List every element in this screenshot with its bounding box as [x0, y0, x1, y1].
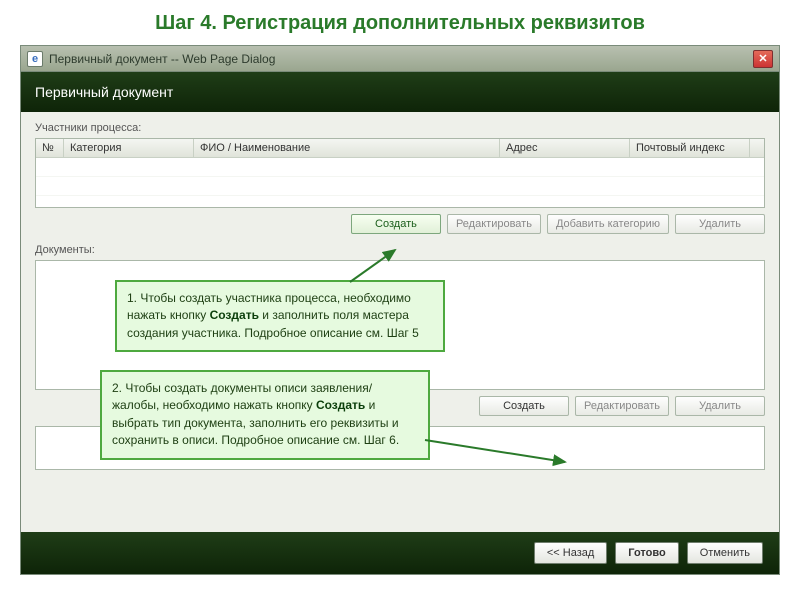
- col-scroll: [750, 139, 764, 157]
- participants-thead: № Категория ФИО / Наименование Адрес Поч…: [36, 139, 764, 158]
- documents-create-button[interactable]: Создать: [479, 396, 569, 416]
- dialog-footer: << Назад Готово Отменить: [21, 532, 779, 574]
- participants-create-button[interactable]: Создать: [351, 214, 441, 234]
- participants-table: № Категория ФИО / Наименование Адрес Поч…: [35, 138, 765, 208]
- cancel-button[interactable]: Отменить: [687, 542, 763, 564]
- col-category[interactable]: Категория: [64, 139, 194, 157]
- titlebar: e Первичный документ -- Web Page Dialog …: [21, 46, 779, 72]
- participants-edit-button: Редактировать: [447, 214, 541, 234]
- back-button[interactable]: << Назад: [534, 542, 607, 564]
- documents-label: Документы:: [35, 244, 765, 256]
- page-title: Шаг 4. Регистрация дополнительных реквиз…: [20, 12, 780, 35]
- callout-1: 1. Чтобы создать участника процесса, нео…: [115, 280, 445, 352]
- callout1-bold: Создать: [210, 308, 259, 322]
- page-root: Шаг 4. Регистрация дополнительных реквиз…: [0, 0, 800, 600]
- participants-empty-rows: [36, 158, 764, 198]
- dialog-header: Первичный документ: [21, 72, 779, 112]
- participants-delete-button: Удалить: [675, 214, 765, 234]
- callout-2: 2. Чтобы создать документы описи заявлен…: [100, 370, 430, 460]
- col-address[interactable]: Адрес: [500, 139, 630, 157]
- documents-edit-button: Редактировать: [575, 396, 669, 416]
- col-fio[interactable]: ФИО / Наименование: [194, 139, 500, 157]
- participants-label: Участники процесса:: [35, 122, 765, 134]
- dialog-header-title: Первичный документ: [35, 84, 173, 100]
- participants-addcat-button: Добавить категорию: [547, 214, 669, 234]
- participants-buttons: Создать Редактировать Добавить категорию…: [35, 214, 765, 234]
- close-icon[interactable]: ✕: [753, 50, 773, 68]
- ie-icon: e: [27, 51, 43, 67]
- col-num[interactable]: №: [36, 139, 64, 157]
- callout2-bold: Создать: [316, 398, 365, 412]
- col-zip[interactable]: Почтовый индекс: [630, 139, 750, 157]
- titlebar-text: Первичный документ -- Web Page Dialog: [49, 52, 275, 66]
- done-button[interactable]: Готово: [615, 542, 678, 564]
- documents-delete-button: Удалить: [675, 396, 765, 416]
